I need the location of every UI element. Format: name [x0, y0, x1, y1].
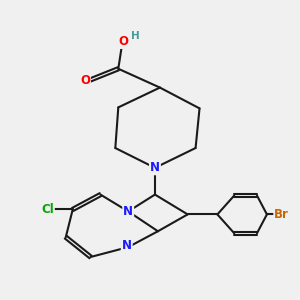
- Text: N: N: [123, 205, 133, 218]
- Text: O: O: [119, 35, 129, 48]
- Text: H: H: [131, 31, 140, 40]
- Text: Br: Br: [274, 208, 289, 221]
- Text: O: O: [80, 74, 90, 87]
- Text: N: N: [150, 161, 160, 174]
- Text: Cl: Cl: [41, 203, 54, 216]
- Text: N: N: [122, 239, 132, 252]
